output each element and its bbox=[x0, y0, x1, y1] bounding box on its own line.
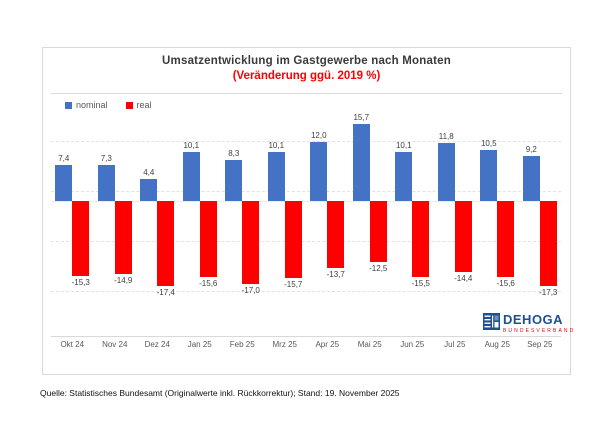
bar-label-real: -15,3 bbox=[71, 277, 90, 287]
dehoga-logo-icon bbox=[483, 313, 500, 330]
gridline bbox=[51, 141, 561, 142]
bar-label-real: -13,7 bbox=[326, 270, 345, 280]
legend-item-nominal: nominal bbox=[65, 100, 108, 110]
x-axis-label: Sep 25 bbox=[527, 340, 553, 349]
title-divider bbox=[51, 93, 562, 94]
legend-label-nominal: nominal bbox=[76, 100, 108, 110]
bar-label-nominal: 10,1 bbox=[268, 140, 285, 150]
legend-swatch-real bbox=[125, 101, 133, 109]
x-axis-label: Mai 25 bbox=[357, 340, 382, 349]
dehoga-logo-text: DEHOGA BUNDESVERBAND bbox=[503, 313, 575, 334]
legend-swatch-nominal bbox=[65, 101, 72, 109]
bar-nominal bbox=[395, 151, 413, 201]
bar-real bbox=[157, 201, 175, 287]
bar-real bbox=[369, 201, 387, 263]
bar-label-real: -17,0 bbox=[241, 286, 260, 296]
bar-nominal bbox=[352, 124, 370, 201]
legend-item-real: real bbox=[125, 100, 152, 110]
bar-label-real: -14,9 bbox=[114, 276, 133, 285]
source-note: Quelle: Statistisches Bundesamt (Origina… bbox=[40, 388, 400, 398]
bar-nominal bbox=[225, 160, 243, 201]
bar-real bbox=[199, 201, 217, 278]
x-axis-label: Mrz 25 bbox=[272, 340, 297, 349]
bar-nominal bbox=[140, 179, 158, 201]
bar-real bbox=[284, 201, 302, 278]
gridline bbox=[51, 191, 561, 192]
bar-real bbox=[242, 201, 260, 285]
bar-label-nominal: 8,3 bbox=[228, 149, 240, 159]
plot-area: 7,4 -15,3 7,3 -14,9 4,4 -17,4 10,1 -15,6 8,3 -17,… bbox=[51, 113, 561, 337]
bar-label-nominal: 9,2 bbox=[525, 144, 537, 154]
bar-real bbox=[454, 201, 472, 272]
dehoga-logo-subtitle: BUNDESVERBAND bbox=[503, 328, 576, 334]
chart-subtitle: (Veränderung ggü. 2019 %) bbox=[232, 70, 381, 82]
bar-nominal bbox=[55, 164, 73, 201]
x-axis-label: Aug 25 bbox=[484, 340, 510, 349]
bar-label-real: -17,3 bbox=[539, 287, 558, 297]
gridline bbox=[51, 291, 561, 292]
x-axis-line bbox=[51, 336, 561, 337]
bar-nominal bbox=[437, 143, 455, 201]
bar-label-real: -15,6 bbox=[199, 279, 218, 289]
bar-nominal bbox=[182, 151, 200, 201]
x-axis-label: Jan 25 bbox=[187, 340, 212, 349]
bar-label-real: -15,6 bbox=[496, 279, 515, 289]
x-axis-label: Feb 25 bbox=[229, 340, 255, 349]
bar-label-nominal: 7,3 bbox=[100, 154, 112, 164]
legend: nominal real bbox=[65, 100, 152, 110]
chart-title: Umsatzentwicklung im Gastgewerbe nach Mo… bbox=[162, 55, 451, 67]
bar-label-nominal: 10,1 bbox=[183, 140, 200, 150]
bar-label-nominal: 10,1 bbox=[395, 140, 412, 150]
bar-nominal bbox=[267, 151, 285, 201]
bar-label-real: -17,4 bbox=[156, 288, 175, 298]
bar-label-real: -14,4 bbox=[454, 273, 473, 283]
x-axis-labels: Okt 24 Nov 24 Dez 24 Jan 25 Feb 25 Mrz 25 Apr … bbox=[51, 340, 561, 349]
chart-container: Umsatzentwicklung im Gastgewerbe nach Mo… bbox=[42, 47, 573, 375]
bar-label-real: -12,5 bbox=[369, 264, 388, 274]
bar-real bbox=[72, 201, 90, 276]
x-axis-label: Okt 24 bbox=[60, 340, 85, 349]
bar-label-nominal: 10,5 bbox=[480, 138, 497, 148]
bar-real bbox=[412, 201, 430, 277]
bar-label-nominal: 15,7 bbox=[353, 113, 370, 123]
legend-label-real: real bbox=[136, 100, 152, 110]
bar-label-nominal: 7,4 bbox=[58, 153, 70, 163]
bar-nominal bbox=[480, 149, 498, 201]
bar-real bbox=[114, 201, 132, 274]
bar-label-real: -15,5 bbox=[411, 278, 430, 288]
x-axis-label: Nov 24 bbox=[102, 340, 128, 349]
x-axis-label: Apr 25 bbox=[315, 340, 340, 349]
bar-real bbox=[539, 201, 557, 286]
zero-axis-line bbox=[51, 201, 561, 202]
x-axis-label: Jun 25 bbox=[400, 340, 425, 349]
bar-nominal bbox=[97, 165, 115, 201]
dehoga-logo: DEHOGA BUNDESVERBAND bbox=[483, 313, 575, 334]
x-axis-label: Dez 24 bbox=[144, 340, 170, 349]
bar-label-nominal: 11,8 bbox=[438, 132, 454, 142]
bar-label-nominal: 12,0 bbox=[310, 131, 327, 141]
bar-label-nominal: 4,4 bbox=[143, 168, 155, 178]
dehoga-logo-name: DEHOGA bbox=[503, 312, 564, 327]
bar-real bbox=[497, 201, 515, 278]
gridline bbox=[51, 241, 561, 242]
bar-label-real: -15,7 bbox=[284, 279, 303, 289]
bar-nominal bbox=[310, 142, 328, 201]
bar-nominal bbox=[522, 155, 540, 201]
bar-real bbox=[327, 201, 345, 269]
x-axis-label: Jul 25 bbox=[444, 340, 466, 349]
